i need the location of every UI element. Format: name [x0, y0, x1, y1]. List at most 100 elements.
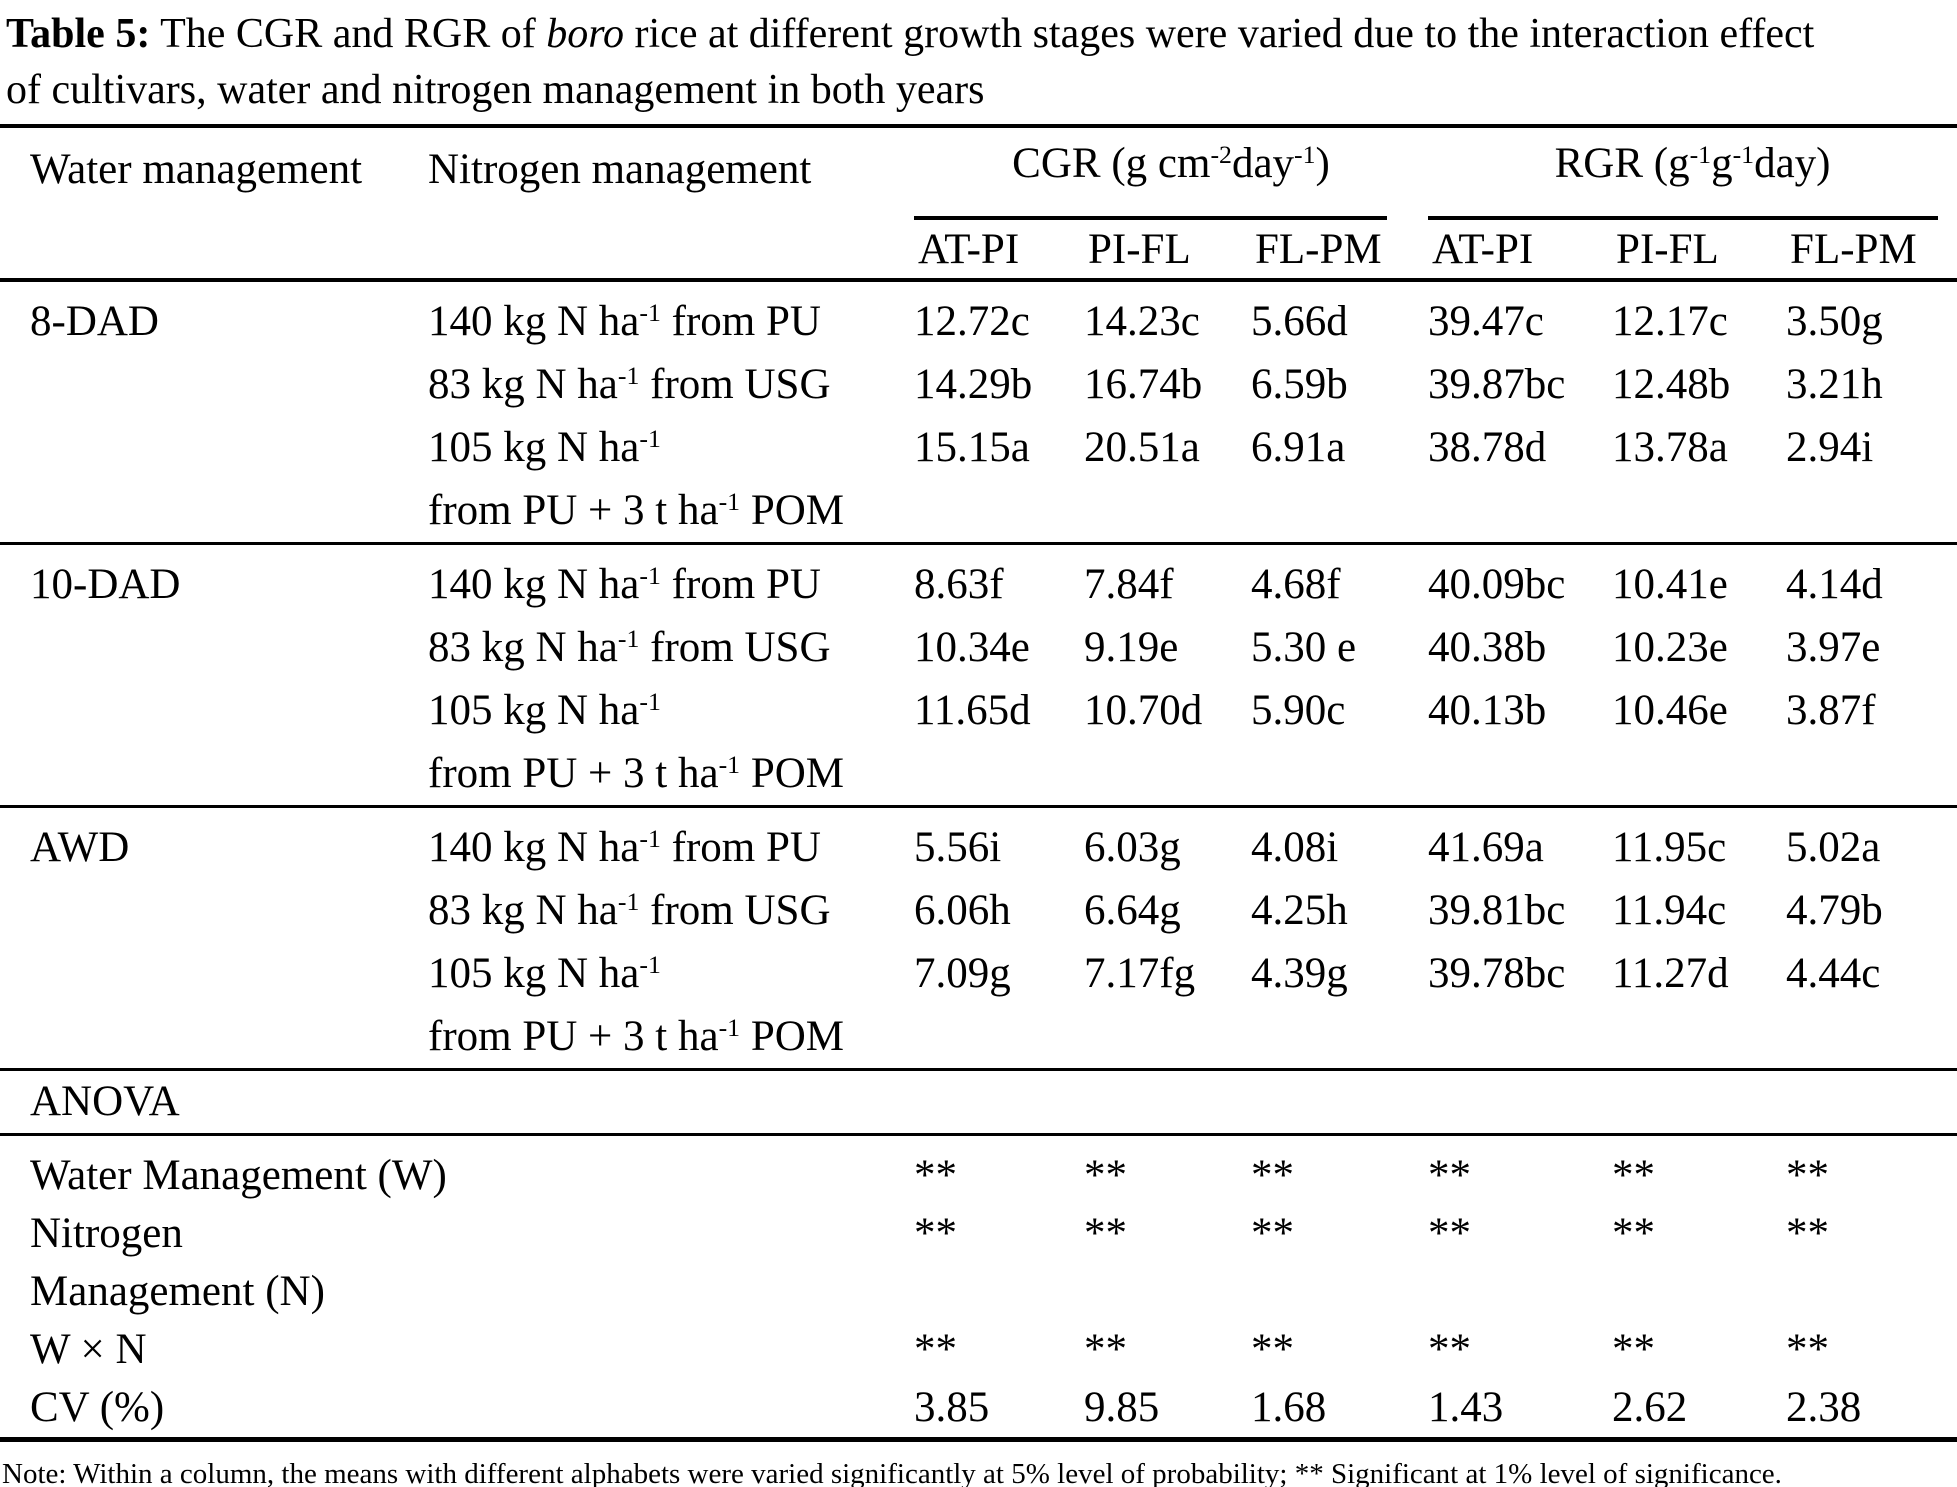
value-cell: 5.66d: [1251, 298, 1348, 345]
col-header-nitrogen-management: Nitrogen management: [428, 146, 812, 193]
table-row: 10-DAD 140 kg N ha-1 from PU 8.63f 7.84f 4.6…: [0, 544, 1957, 617]
table-note: Note: Within a column, the means with di…: [2, 1458, 1782, 1487]
significance-cell: **: [1084, 1152, 1127, 1199]
value-cell: 38.78d: [1428, 424, 1547, 471]
table-row: Nitrogen Management (N) ** ** ** ** ** **: [0, 1205, 1957, 1321]
subheader-rgr-pi-fl: PI-FL: [1616, 226, 1719, 273]
subheader-rgr-fl-pm: FL-PM: [1790, 226, 1917, 273]
significance-cell: 2.38: [1786, 1384, 1862, 1431]
value-cell: 41.69a: [1428, 824, 1544, 871]
value-cell: 11.65d: [914, 687, 1031, 734]
value-cell: 14.23c: [1084, 298, 1200, 345]
significance-cell: 3.85: [914, 1384, 990, 1431]
anova-rows: Water Management (W) ** ** ** ** ** ** Nitrogen…: [0, 1135, 1957, 1440]
table-row: 8-DAD 140 kg N ha-1 from PU 12.72c 14.23c 5.…: [0, 280, 1957, 353]
anova-row-label: Nitrogen Management (N): [30, 1210, 325, 1315]
significance-cell: **: [1428, 1210, 1472, 1257]
value-cell: 4.68f: [1251, 561, 1341, 608]
nitrogen-treatment-cell: 83 kg N ha-1 from USG: [428, 360, 831, 408]
value-cell: 3.87f: [1786, 687, 1876, 734]
value-cell: 6.91a: [1251, 424, 1346, 471]
nitrogen-treatment-cell: 140 kg N ha-1 from PU: [428, 560, 821, 608]
group-header-row: Water management Nitrogen management CGR…: [0, 126, 1957, 220]
value-cell: 6.59b: [1251, 361, 1348, 408]
value-cell: 39.87bc: [1428, 361, 1566, 408]
value-cell: 4.39g: [1251, 950, 1348, 997]
col-group-cgr: CGR (g cm-2day-1): [914, 126, 1428, 220]
significance-cell: **: [1084, 1210, 1127, 1257]
significance-cell: **: [1251, 1326, 1294, 1373]
table-row: 83 kg N ha-1 from USG 6.06h 6.64g 4.25h 39.8…: [0, 879, 1957, 942]
anova-row-label: Water Management (W): [30, 1152, 447, 1199]
significance-cell: 1.68: [1251, 1384, 1327, 1431]
significance-cell: **: [1612, 1152, 1656, 1199]
value-cell: 3.21h: [1786, 361, 1883, 408]
table-row: 105 kg N ha-1 from PU + 3 t ha-1 POM 11.65…: [0, 679, 1957, 807]
significance-cell: **: [1786, 1152, 1830, 1199]
value-cell: 2.94i: [1786, 424, 1874, 471]
anova-label: ANOVA: [30, 1078, 180, 1125]
table-row: 83 kg N ha-1 from USG 14.29b 16.74b 6.59b 39…: [0, 353, 1957, 416]
value-cell: 12.17c: [1612, 298, 1728, 345]
table-row: CV (%) 3.85 9.85 1.68 1.43 2.62 2.38: [0, 1379, 1957, 1440]
significance-cell: **: [1612, 1210, 1656, 1257]
value-cell: 7.09g: [914, 950, 1011, 997]
table-caption: Table 5: The CGR and RGR of boro rice at…: [6, 11, 1815, 113]
table-header: Water management Nitrogen management CGR…: [0, 126, 1957, 280]
significance-cell: 9.85: [1084, 1384, 1160, 1431]
data-block-awd: AWD 140 kg N ha-1 from PU 5.56i 6.03g 4.08i 4…: [0, 806, 1957, 1070]
col-header-water-management: Water management: [30, 146, 363, 193]
value-cell: 10.46e: [1612, 687, 1728, 734]
nitrogen-treatment-cell: 140 kg N ha-1 from PU: [428, 823, 821, 871]
value-cell: 40.38b: [1428, 624, 1547, 671]
table-row: Water Management (W) ** ** ** ** ** **: [0, 1135, 1957, 1206]
significance-cell: **: [1612, 1326, 1656, 1373]
value-cell: 6.06h: [914, 887, 1011, 934]
nitrogen-treatment-cell: 83 kg N ha-1 from USG: [428, 886, 831, 934]
significance-cell: **: [1251, 1210, 1294, 1257]
significance-cell: **: [1251, 1152, 1294, 1199]
value-cell: 11.94c: [1612, 887, 1727, 934]
significance-cell: **: [1786, 1210, 1830, 1257]
anova-row-label: W × N: [30, 1326, 147, 1373]
table-row: 83 kg N ha-1 from USG 10.34e 9.19e 5.30 e 40…: [0, 616, 1957, 679]
value-cell: 6.64g: [1084, 887, 1181, 934]
value-cell: 10.23e: [1612, 624, 1728, 671]
value-cell: 8.63f: [914, 561, 1004, 608]
table-row: W × N ** ** ** ** ** **: [0, 1321, 1957, 1379]
value-cell: 11.95c: [1612, 824, 1727, 871]
value-cell: 40.09bc: [1428, 561, 1566, 608]
water-management-cell: AWD: [30, 824, 130, 871]
water-management-cell: 8-DAD: [30, 298, 159, 345]
value-cell: 4.44c: [1786, 950, 1881, 997]
significance-cell: **: [914, 1210, 957, 1257]
data-block-10-dad: 10-DAD 140 kg N ha-1 from PU 8.63f 7.84f 4.6…: [0, 543, 1957, 807]
table-row: ANOVA: [0, 1070, 1957, 1135]
significance-cell: **: [1428, 1152, 1472, 1199]
table-row: 105 kg N ha-1 from PU + 3 t ha-1 POM 15.15…: [0, 416, 1957, 544]
value-cell: 14.29b: [914, 361, 1033, 408]
value-cell: 40.13b: [1428, 687, 1547, 734]
value-cell: 5.02a: [1786, 824, 1881, 871]
value-cell: 10.41e: [1612, 561, 1728, 608]
significance-cell: **: [1786, 1326, 1830, 1373]
significance-cell: **: [1084, 1326, 1127, 1373]
nitrogen-treatment-cell: 105 kg N ha-1 from PU + 3 t ha-1 POM: [428, 949, 845, 1060]
significance-cell: **: [914, 1326, 957, 1373]
subheader-cgr-fl-pm: FL-PM: [1255, 226, 1382, 273]
value-cell: 4.08i: [1251, 824, 1339, 871]
value-cell: 12.48b: [1612, 361, 1731, 408]
value-cell: 3.50g: [1786, 298, 1883, 345]
water-management-cell: 10-DAD: [30, 561, 181, 608]
subheader-cgr-at-pi: AT-PI: [918, 226, 1020, 273]
value-cell: 39.78bc: [1428, 950, 1566, 997]
value-cell: 6.03g: [1084, 824, 1181, 871]
table-row: AWD 140 kg N ha-1 from PU 5.56i 6.03g 4.08i 4…: [0, 807, 1957, 880]
table-row: 105 kg N ha-1 from PU + 3 t ha-1 POM 7.09g…: [0, 942, 1957, 1070]
value-cell: 39.47c: [1428, 298, 1544, 345]
nitrogen-treatment-cell: 140 kg N ha-1 from PU: [428, 297, 821, 345]
anova-row-label: CV (%): [30, 1384, 165, 1431]
value-cell: 10.34e: [914, 624, 1030, 671]
value-cell: 7.17fg: [1084, 950, 1196, 997]
